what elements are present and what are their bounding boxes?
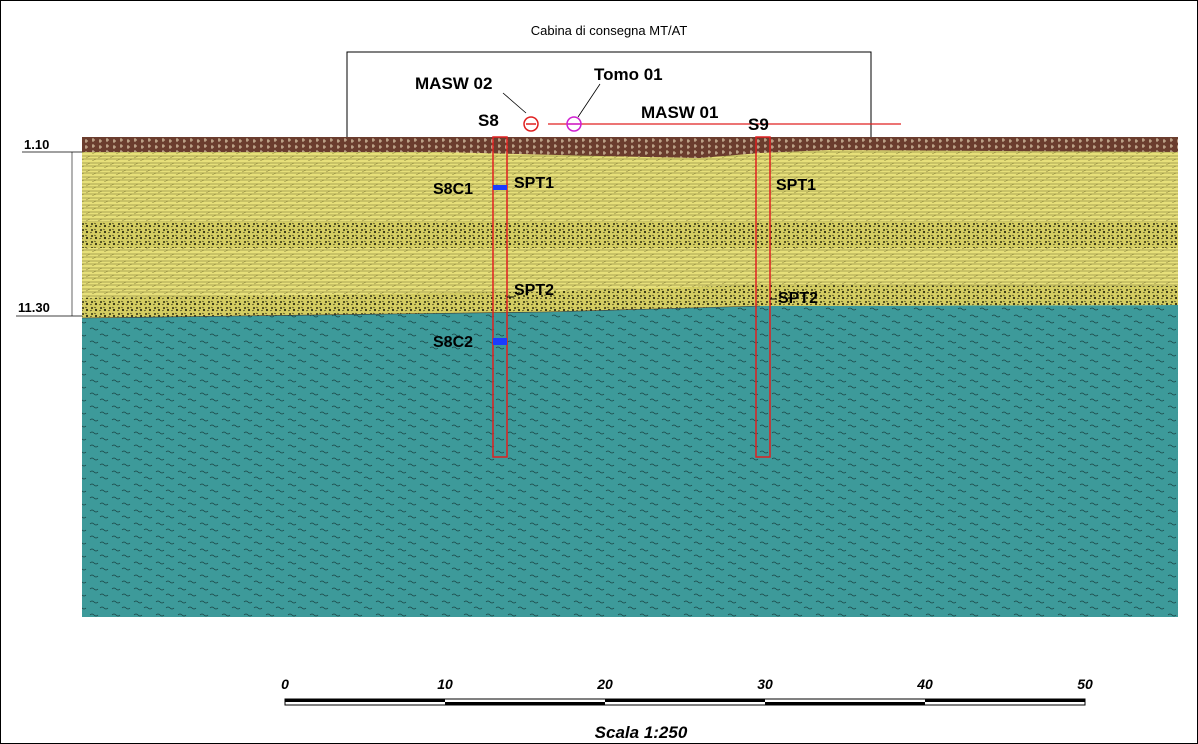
scale-segment-dark <box>765 702 925 705</box>
cabin-label: Cabina di consegna MT/AT <box>531 23 688 38</box>
scale-tick-label: 30 <box>757 676 773 692</box>
borehole-label-s8: S8 <box>478 111 499 130</box>
tomo01-label: Tomo 01 <box>594 65 663 84</box>
layer-boundary <box>544 305 761 313</box>
layer-gravel-lower <box>82 285 1178 318</box>
depth-label-top: 1.10 <box>24 137 49 152</box>
scale-segment-dark <box>285 699 445 702</box>
masw02-label: MASW 02 <box>415 74 492 93</box>
spt-label: SPT1 <box>776 177 816 194</box>
scale-bar <box>284 698 1086 706</box>
scale-segment-dark <box>925 699 1085 702</box>
cabin-outline <box>346 51 872 138</box>
borehole-s9 <box>755 136 771 458</box>
layer-clay <box>82 305 1178 617</box>
tomo01-marker-icon <box>566 116 582 132</box>
scale-title: Scala 1:250 <box>595 723 688 742</box>
spt-label: SPT2 <box>778 290 818 307</box>
spt-label: SPT2 <box>514 282 554 299</box>
layer-boundary <box>81 311 546 319</box>
scale-tick-label: 40 <box>916 676 933 692</box>
scale-segment-dark <box>605 699 765 702</box>
depth-label-bottom: 11.30 <box>18 300 50 315</box>
sample-marker-s8c2 <box>493 338 507 345</box>
scale-segment-dark <box>445 702 605 705</box>
borehole-label-s9: S9 <box>748 115 769 134</box>
layer-topsoil <box>82 137 1178 158</box>
sample-label-s8c2: S8C2 <box>433 334 473 351</box>
layer-gravel-upper <box>82 222 1178 248</box>
masw02-leader <box>502 92 527 114</box>
masw02-marker-icon <box>523 116 539 132</box>
sample-marker-s8c1 <box>493 185 507 190</box>
layer-sand-upper <box>82 150 1178 222</box>
tomo01-leader <box>577 83 601 118</box>
scale-tick-label: 0 <box>281 676 289 692</box>
scale-tick-label: 50 <box>1077 676 1093 692</box>
masw01-label: MASW 01 <box>641 103 718 122</box>
scale-tick-label: 20 <box>596 676 613 692</box>
scale-tick-label: 10 <box>437 676 453 692</box>
sample-label-s8c1: S8C1 <box>433 181 473 198</box>
spt-label: SPT1 <box>514 175 554 192</box>
